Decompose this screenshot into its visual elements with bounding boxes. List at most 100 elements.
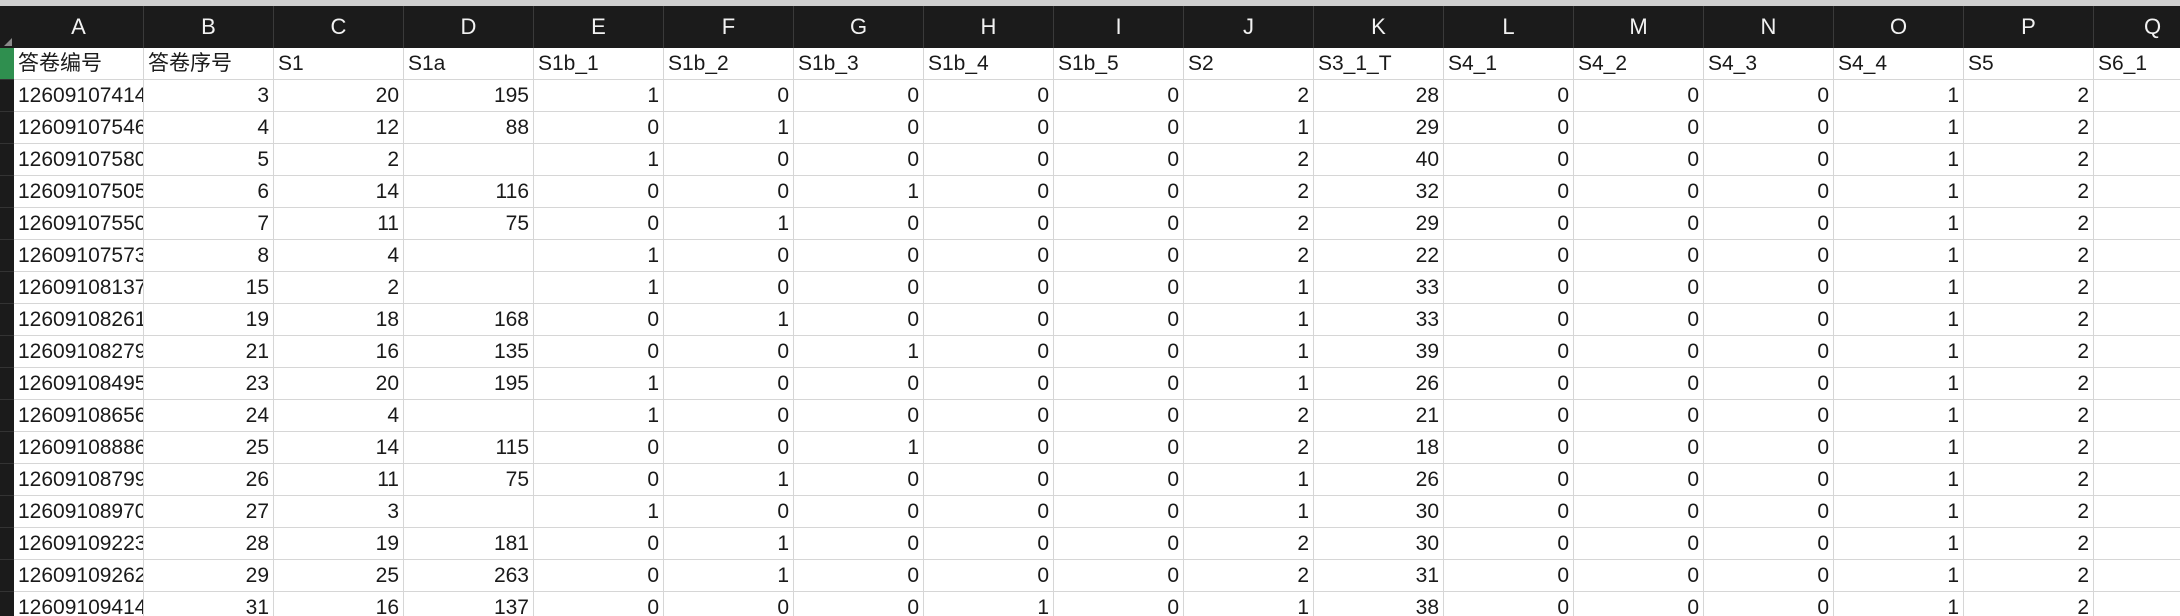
cell-q[interactable] bbox=[2094, 176, 2180, 208]
cell-j[interactable]: 1 bbox=[1184, 496, 1314, 528]
cell-e[interactable]: 1 bbox=[534, 400, 664, 432]
cell-p[interactable]: 2 bbox=[1964, 432, 2094, 464]
cell-d[interactable]: 115 bbox=[404, 432, 534, 464]
cell-c[interactable]: 16 bbox=[274, 592, 404, 616]
cell-e[interactable]: 1 bbox=[534, 240, 664, 272]
column-header-h[interactable]: H bbox=[924, 6, 1054, 48]
cell-n[interactable]: 0 bbox=[1704, 240, 1834, 272]
row-number[interactable] bbox=[0, 336, 14, 368]
row-number[interactable] bbox=[0, 208, 14, 240]
row-number[interactable] bbox=[0, 240, 14, 272]
cell-e[interactable]: 0 bbox=[534, 592, 664, 616]
cell-i[interactable]: 0 bbox=[1054, 432, 1184, 464]
cell-p[interactable]: 2 bbox=[1964, 272, 2094, 304]
cell-o[interactable]: 1 bbox=[1834, 368, 1964, 400]
cell-header-q[interactable]: S6_1 bbox=[2094, 48, 2180, 80]
cell-g[interactable]: 0 bbox=[794, 272, 924, 304]
cell-l[interactable]: 0 bbox=[1444, 272, 1574, 304]
cell-q[interactable] bbox=[2094, 464, 2180, 496]
cell-g[interactable]: 0 bbox=[794, 400, 924, 432]
column-header-o[interactable]: O bbox=[1834, 6, 1964, 48]
cell-m[interactable]: 0 bbox=[1574, 464, 1704, 496]
cell-g[interactable]: 0 bbox=[794, 208, 924, 240]
cell-p[interactable]: 2 bbox=[1964, 176, 2094, 208]
cell-p[interactable]: 2 bbox=[1964, 80, 2094, 112]
cell-j[interactable]: 2 bbox=[1184, 80, 1314, 112]
cell-f[interactable]: 0 bbox=[664, 176, 794, 208]
cell-a[interactable]: 12609108495 bbox=[14, 368, 144, 400]
cell-f[interactable]: 1 bbox=[664, 560, 794, 592]
cell-header-o[interactable]: S4_4 bbox=[1834, 48, 1964, 80]
cell-l[interactable]: 0 bbox=[1444, 528, 1574, 560]
cell-c[interactable]: 11 bbox=[274, 464, 404, 496]
cell-m[interactable]: 0 bbox=[1574, 80, 1704, 112]
cell-h[interactable]: 0 bbox=[924, 464, 1054, 496]
cell-k[interactable]: 30 bbox=[1314, 528, 1444, 560]
cell-o[interactable]: 1 bbox=[1834, 208, 1964, 240]
cell-h[interactable]: 0 bbox=[924, 432, 1054, 464]
cell-e[interactable]: 1 bbox=[534, 144, 664, 176]
cell-a[interactable]: 12609109262 bbox=[14, 560, 144, 592]
cell-h[interactable]: 0 bbox=[924, 368, 1054, 400]
cell-d[interactable]: 263 bbox=[404, 560, 534, 592]
column-header-b[interactable]: B bbox=[144, 6, 274, 48]
cell-a[interactable]: 12609108656 bbox=[14, 400, 144, 432]
cell-h[interactable]: 0 bbox=[924, 528, 1054, 560]
cell-header-n[interactable]: S4_3 bbox=[1704, 48, 1834, 80]
cell-q[interactable] bbox=[2094, 304, 2180, 336]
cell-o[interactable]: 1 bbox=[1834, 144, 1964, 176]
row-number[interactable] bbox=[0, 592, 14, 616]
cell-e[interactable]: 1 bbox=[534, 368, 664, 400]
cell-c[interactable]: 16 bbox=[274, 336, 404, 368]
row-number[interactable] bbox=[0, 400, 14, 432]
column-header-l[interactable]: L bbox=[1444, 6, 1574, 48]
cell-j[interactable]: 2 bbox=[1184, 144, 1314, 176]
cell-q[interactable] bbox=[2094, 80, 2180, 112]
cell-e[interactable]: 0 bbox=[534, 336, 664, 368]
cell-d[interactable]: 195 bbox=[404, 80, 534, 112]
cell-k[interactable]: 29 bbox=[1314, 208, 1444, 240]
cell-n[interactable]: 0 bbox=[1704, 496, 1834, 528]
column-header-n[interactable]: N bbox=[1704, 6, 1834, 48]
cell-c[interactable]: 20 bbox=[274, 368, 404, 400]
cell-a[interactable]: 12609108970 bbox=[14, 496, 144, 528]
cell-o[interactable]: 1 bbox=[1834, 240, 1964, 272]
cell-o[interactable]: 1 bbox=[1834, 528, 1964, 560]
cell-e[interactable]: 0 bbox=[534, 176, 664, 208]
cell-k[interactable]: 22 bbox=[1314, 240, 1444, 272]
cell-g[interactable]: 0 bbox=[794, 496, 924, 528]
cell-k[interactable]: 40 bbox=[1314, 144, 1444, 176]
cell-d[interactable] bbox=[404, 400, 534, 432]
cell-f[interactable]: 1 bbox=[664, 304, 794, 336]
row-number[interactable] bbox=[0, 432, 14, 464]
cell-k[interactable]: 38 bbox=[1314, 592, 1444, 616]
cell-g[interactable]: 0 bbox=[794, 592, 924, 616]
cell-l[interactable]: 0 bbox=[1444, 208, 1574, 240]
cell-p[interactable]: 2 bbox=[1964, 336, 2094, 368]
cell-c[interactable]: 2 bbox=[274, 144, 404, 176]
cell-a[interactable]: 12609108137 bbox=[14, 272, 144, 304]
cell-b[interactable]: 24 bbox=[144, 400, 274, 432]
cell-i[interactable]: 0 bbox=[1054, 304, 1184, 336]
cell-a[interactable]: 12609107550 bbox=[14, 208, 144, 240]
cell-g[interactable]: 0 bbox=[794, 528, 924, 560]
cell-header-g[interactable]: S1b_3 bbox=[794, 48, 924, 80]
column-header-e[interactable]: E bbox=[534, 6, 664, 48]
cell-header-f[interactable]: S1b_2 bbox=[664, 48, 794, 80]
cell-p[interactable]: 2 bbox=[1964, 208, 2094, 240]
cell-m[interactable]: 0 bbox=[1574, 496, 1704, 528]
cell-f[interactable]: 0 bbox=[664, 496, 794, 528]
cell-q[interactable] bbox=[2094, 560, 2180, 592]
cell-o[interactable]: 1 bbox=[1834, 80, 1964, 112]
column-header-i[interactable]: I bbox=[1054, 6, 1184, 48]
column-header-k[interactable]: K bbox=[1314, 6, 1444, 48]
cell-o[interactable]: 1 bbox=[1834, 272, 1964, 304]
cell-h[interactable]: 0 bbox=[924, 176, 1054, 208]
cell-g[interactable]: 0 bbox=[794, 240, 924, 272]
cell-l[interactable]: 0 bbox=[1444, 176, 1574, 208]
cell-b[interactable]: 8 bbox=[144, 240, 274, 272]
cell-c[interactable]: 4 bbox=[274, 400, 404, 432]
cell-m[interactable]: 0 bbox=[1574, 432, 1704, 464]
cell-i[interactable]: 0 bbox=[1054, 336, 1184, 368]
cell-d[interactable]: 75 bbox=[404, 208, 534, 240]
